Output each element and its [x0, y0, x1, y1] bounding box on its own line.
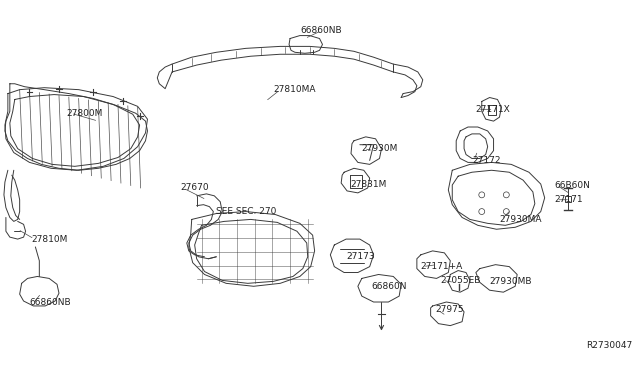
Text: 27670: 27670: [180, 183, 209, 192]
Text: 27930MB: 27930MB: [490, 277, 532, 286]
Text: 27975: 27975: [436, 305, 464, 314]
Text: 27930M: 27930M: [362, 144, 398, 153]
Text: 27173: 27173: [346, 252, 374, 261]
Text: 66860NB: 66860NB: [29, 298, 71, 308]
Text: 27800M: 27800M: [67, 109, 103, 118]
Text: SEE SEC. 270: SEE SEC. 270: [216, 207, 276, 216]
Text: 27810MA: 27810MA: [273, 85, 316, 94]
Text: 66B60N: 66B60N: [554, 180, 590, 189]
Text: 66860N: 66860N: [372, 282, 407, 291]
Text: R2730047: R2730047: [586, 341, 632, 350]
Text: 27171+A: 27171+A: [420, 262, 463, 271]
Text: 27810M: 27810M: [31, 235, 68, 244]
Text: 27930MA: 27930MA: [499, 215, 542, 224]
Text: 27831M: 27831M: [350, 180, 387, 189]
Bar: [565, 196, 572, 202]
Text: 27172: 27172: [472, 156, 500, 165]
Text: 27171: 27171: [554, 195, 583, 204]
Text: 27055EB: 27055EB: [440, 276, 481, 285]
Text: 66860NB: 66860NB: [301, 26, 342, 35]
Text: 27171X: 27171X: [475, 105, 509, 114]
